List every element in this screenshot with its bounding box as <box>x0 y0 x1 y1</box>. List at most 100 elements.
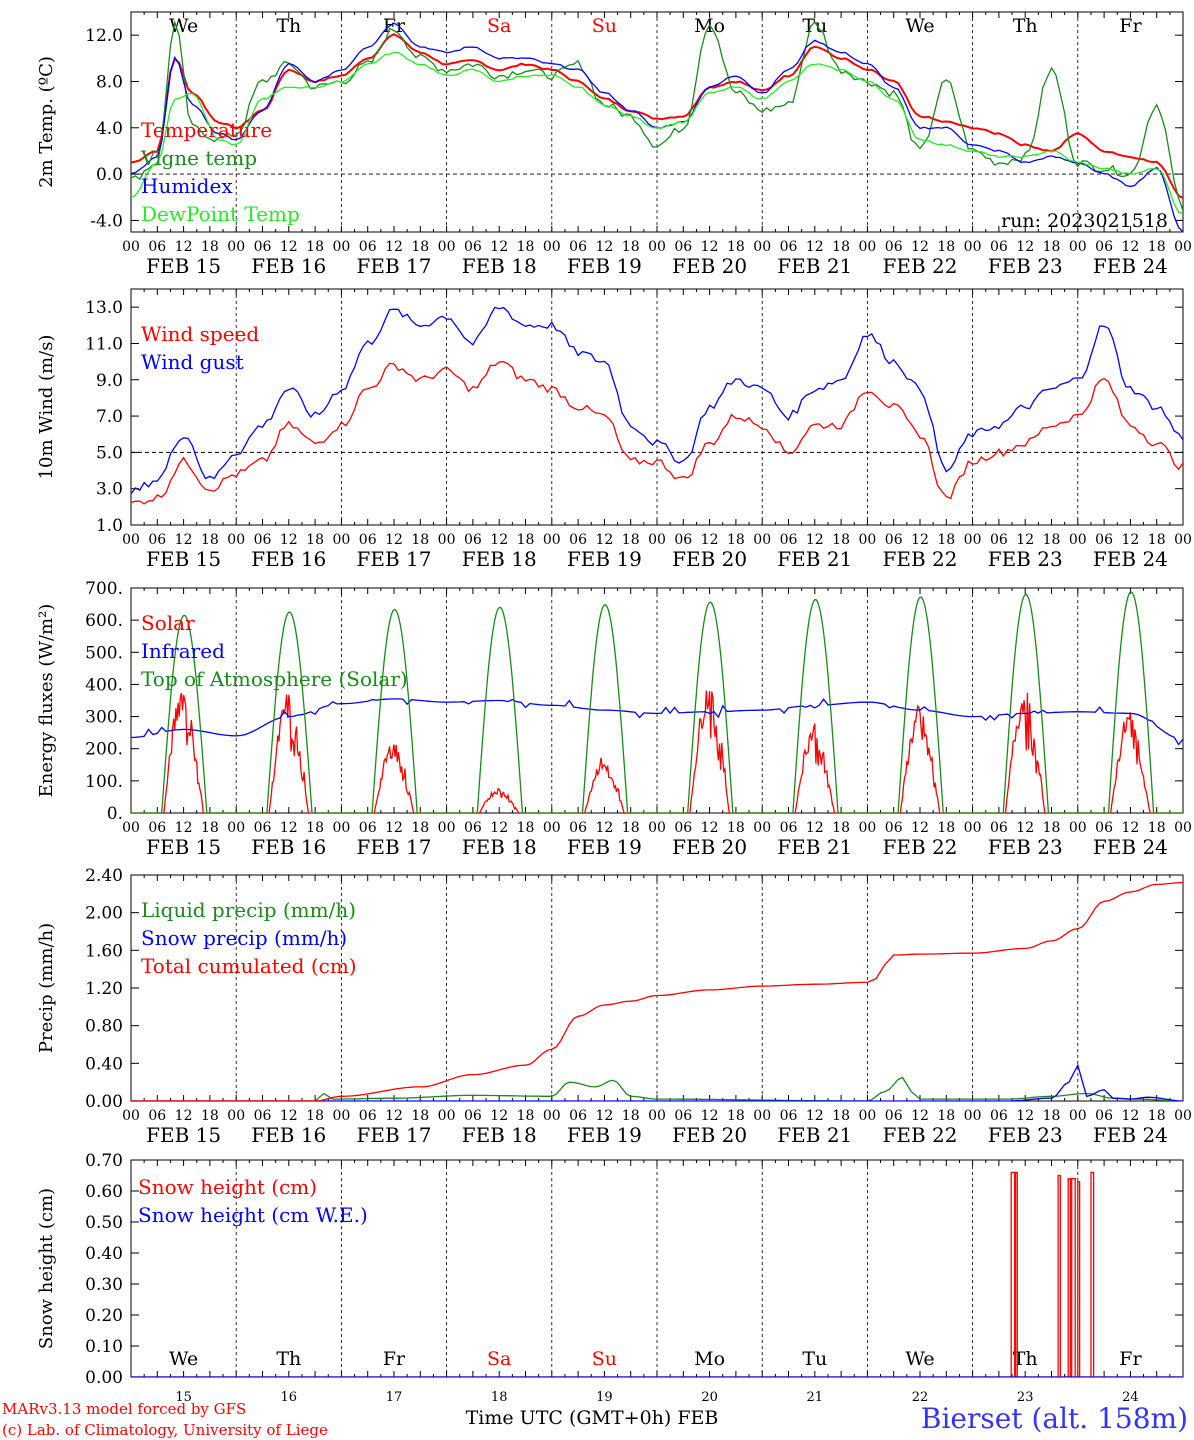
day-number-label: 18 <box>491 1390 508 1405</box>
hour-tick-label: 00 <box>227 820 245 836</box>
hour-tick-label: 06 <box>674 1108 692 1124</box>
day-number-label: 22 <box>912 1390 929 1405</box>
weekday-label: Fr <box>1119 15 1142 37</box>
hour-tick-label: 06 <box>359 820 377 836</box>
hour-tick-label: 06 <box>464 532 482 548</box>
hour-tick-label: 12 <box>1016 239 1034 255</box>
hour-tick-label: 06 <box>1095 532 1113 548</box>
hour-tick-label: 00 <box>648 239 666 255</box>
hour-tick-label: 06 <box>1095 239 1113 255</box>
panel-energy: 0. 100. 200. 300. 400. 500. 600. 700. Energy flu… <box>36 579 1192 859</box>
hour-tick-label: 06 <box>885 239 903 255</box>
hour-tick-label: 00 <box>438 820 456 836</box>
legend-entry: Top of Atmosphere (Solar) <box>141 667 408 691</box>
hour-tick-label: 00 <box>543 820 561 836</box>
hour-tick-label: 12 <box>385 820 403 836</box>
hour-tick-label: 00 <box>964 239 982 255</box>
day-number-label: 15 <box>175 1390 192 1405</box>
y-tick-label: 0.40 <box>85 1244 123 1264</box>
hour-tick-label: 18 <box>622 1108 640 1124</box>
hour-tick-label: 12 <box>1121 239 1139 255</box>
hour-tick-label: 18 <box>832 1108 850 1124</box>
hour-tick-label: 00 <box>332 1108 350 1124</box>
y-tick-label: 7.0 <box>96 407 123 427</box>
hour-tick-label: 00 <box>438 239 456 255</box>
hour-tick-label: 06 <box>674 532 692 548</box>
day-label: FEB 18 <box>462 254 537 278</box>
hour-tick-label: 18 <box>306 532 324 548</box>
legend-entry: Total cumulated (cm) <box>141 954 357 978</box>
day-label: FEB 16 <box>251 547 326 571</box>
hour-tick-label: 18 <box>306 239 324 255</box>
day-label: FEB 22 <box>883 254 958 278</box>
weekday-label: Tu <box>802 1348 827 1370</box>
weekday-label: Sa <box>487 1348 511 1370</box>
day-number-label: 20 <box>701 1390 718 1405</box>
series-line-light_green <box>131 51 1183 215</box>
hour-tick-label: 00 <box>753 239 771 255</box>
y-tick-label: 0.60 <box>85 1182 123 1202</box>
hour-tick-label: 12 <box>911 239 929 255</box>
hour-tick-label: 18 <box>727 239 745 255</box>
hour-tick-label: 06 <box>885 820 903 836</box>
day-label: FEB 19 <box>567 254 642 278</box>
hour-tick-label: 12 <box>911 1108 929 1124</box>
hour-tick-label: 06 <box>254 820 272 836</box>
hour-tick-label: 12 <box>490 532 508 548</box>
hour-tick-label: 12 <box>806 239 824 255</box>
hour-tick-label: 12 <box>1121 820 1139 836</box>
hour-tick-label: 18 <box>411 532 429 548</box>
y-tick-label: 0. <box>107 804 123 824</box>
footer-time-axis-title: Time UTC (GMT+0h) FEB <box>466 1407 719 1429</box>
weekday-label: Su <box>592 1348 617 1370</box>
legend-entry: Solar <box>141 611 195 635</box>
hour-tick-label: 18 <box>1043 532 1061 548</box>
hour-tick-label: 06 <box>569 1108 587 1124</box>
hour-tick-label: 18 <box>937 532 955 548</box>
day-label: FEB 22 <box>883 547 958 571</box>
y-tick-label: 2.00 <box>85 904 123 924</box>
hour-tick-label: 12 <box>175 820 193 836</box>
hour-tick-label: 06 <box>464 820 482 836</box>
hour-tick-label: 00 <box>964 1108 982 1124</box>
day-label: FEB 17 <box>357 1123 432 1147</box>
day-label: FEB 19 <box>567 547 642 571</box>
hour-tick-label: 18 <box>1148 239 1166 255</box>
hour-tick-label: 06 <box>148 239 166 255</box>
hour-tick-label: 06 <box>148 532 166 548</box>
legend-entry: Wind gust <box>141 350 244 374</box>
day-number-label: 19 <box>596 1390 613 1405</box>
legend-entry: Vigne temp <box>140 146 257 170</box>
hour-tick-label: 12 <box>806 532 824 548</box>
hour-tick-label: 00 <box>438 532 456 548</box>
hour-tick-label: 18 <box>517 820 535 836</box>
series-line-green <box>131 19 1183 211</box>
y-tick-label: 1.0 <box>96 516 123 536</box>
hour-tick-label: 00 <box>332 532 350 548</box>
y-tick-label: 400. <box>85 675 123 695</box>
hour-tick-label: 06 <box>569 820 587 836</box>
day-label: FEB 16 <box>251 1123 326 1147</box>
hour-tick-label: 12 <box>175 532 193 548</box>
y-tick-label: 0.20 <box>85 1306 123 1326</box>
hour-tick-label: 06 <box>148 820 166 836</box>
y-tick-label: 4.0 <box>96 119 123 139</box>
footer-station-name: Bierset (alt. 158m) <box>921 1402 1188 1435</box>
hour-tick-label: 18 <box>727 1108 745 1124</box>
hour-tick-label: 12 <box>385 532 403 548</box>
series-line-red <box>131 690 1183 813</box>
hour-tick-label: 18 <box>411 1108 429 1124</box>
legend-entry: Humidex <box>141 174 233 198</box>
hour-tick-label: 18 <box>937 820 955 836</box>
hour-tick-label: 06 <box>464 239 482 255</box>
day-number-label: 17 <box>386 1390 403 1405</box>
y-tick-label: 0.00 <box>85 1092 123 1112</box>
hour-tick-label: 18 <box>306 1108 324 1124</box>
hour-tick-label: 00 <box>858 1108 876 1124</box>
run-label: run: 2023021518 <box>1001 210 1168 232</box>
hour-tick-label: 00 <box>227 1108 245 1124</box>
hour-tick-label: 00 <box>964 820 982 836</box>
weekday-label: Th <box>276 1348 301 1370</box>
day-number-label: 24 <box>1122 1390 1139 1405</box>
